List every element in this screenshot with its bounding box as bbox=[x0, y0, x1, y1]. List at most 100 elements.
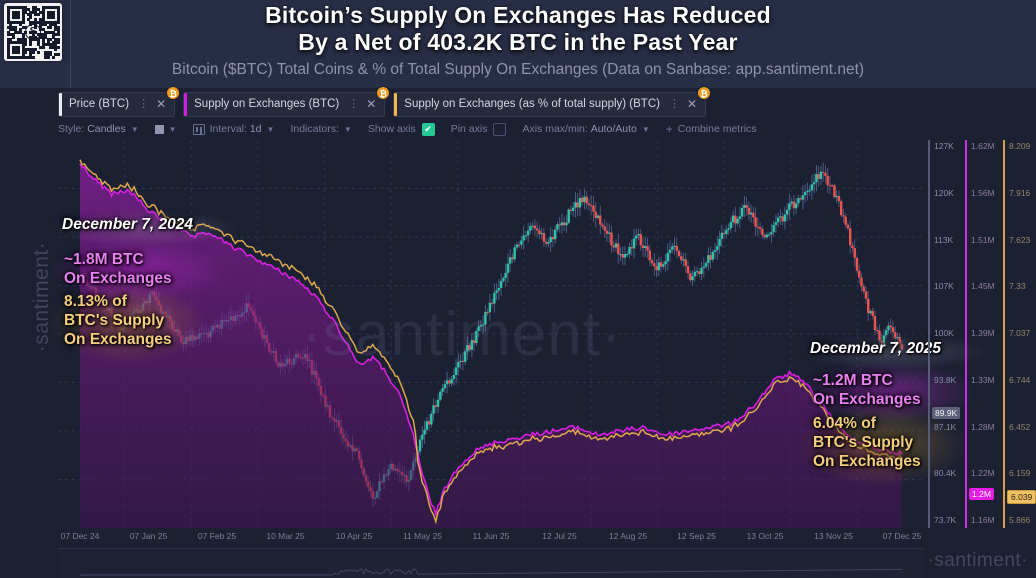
candles-icon bbox=[192, 123, 205, 135]
metric-tab-close-icon[interactable]: ✕ bbox=[366, 97, 377, 111]
x-axis-tick: 07 Dec 25 bbox=[882, 531, 922, 541]
chart-canvas[interactable] bbox=[58, 140, 924, 528]
metric-tab-label: Supply on Exchanges (BTC) bbox=[194, 98, 340, 110]
axis-tick: 1.22M bbox=[971, 468, 995, 479]
axis-tick: 120K bbox=[934, 187, 954, 198]
axis-line bbox=[1003, 140, 1005, 528]
axis-tick: 8.209 bbox=[1009, 141, 1031, 151]
x-axis-tick: 12 Jul 25 bbox=[542, 531, 577, 541]
axis-tick: 1.16M bbox=[971, 515, 995, 525]
volume-line bbox=[79, 568, 903, 577]
page-title-line2: By a Net of 403.2K BTC in the Past Year bbox=[298, 29, 738, 55]
color-swatch-icon bbox=[154, 124, 164, 134]
metric-tab-menu-icon[interactable]: ⋮ bbox=[138, 97, 150, 110]
axis-tick: 1.62M bbox=[971, 141, 995, 151]
axis-tick: 1.28M bbox=[971, 421, 995, 432]
chart-svg bbox=[58, 140, 924, 528]
watermark-left: ·santiment· bbox=[30, 241, 53, 353]
metric-tab-menu-icon[interactable]: ⋮ bbox=[668, 97, 680, 110]
y-axis-price[interactable]: 127K 120K 113K 107K 100K 93.8K 87.1K 80.4K 73.7K… bbox=[928, 140, 962, 528]
page-title: Bitcoin’s Supply On Exchanges Has Reduce… bbox=[80, 2, 956, 56]
axis-tick: 1.39M bbox=[971, 328, 995, 338]
bitcoin-badge-icon: ₿ bbox=[166, 85, 181, 100]
page-subtitle: Bitcoin ($BTC) Total Coins & % of Total … bbox=[171, 61, 865, 78]
show-axis-toggle[interactable]: Show axis ✔ bbox=[367, 122, 435, 136]
metric-tab-supply-pct[interactable]: Supply on Exchanges (as % of total suppl… bbox=[393, 85, 712, 117]
bitcoin-badge-icon: ₿ bbox=[697, 85, 712, 100]
axis-tick: 113K bbox=[934, 234, 954, 245]
axis-maxmin-selector[interactable]: Axis max/min: Auto/Auto ▼ bbox=[522, 123, 649, 135]
volume-panel[interactable] bbox=[58, 548, 924, 578]
style-label: Style: bbox=[58, 123, 85, 135]
interval-selector[interactable]: Interval: 1d ▼ bbox=[192, 123, 275, 135]
interval-value: 1d bbox=[249, 123, 262, 135]
axis-line bbox=[965, 140, 967, 528]
plus-icon: + bbox=[665, 122, 673, 136]
metric-tab-label: Price (BTC) bbox=[69, 98, 130, 110]
style-selector[interactable]: Style: Candles ▼ bbox=[58, 123, 139, 135]
x-axis-tick: 07 Feb 25 bbox=[197, 531, 237, 541]
x-axis[interactable]: 07 Dec 24 07 Jan 25 07 Feb 25 10 Mar 25 10 A… bbox=[58, 529, 924, 545]
x-axis-tick: 13 Oct 25 bbox=[746, 531, 784, 541]
axis-tick: 127K bbox=[934, 141, 954, 151]
page-title-line1: Bitcoin’s Supply On Exchanges Has Reduce… bbox=[265, 2, 771, 28]
x-axis-tick: 07 Dec 24 bbox=[60, 531, 100, 541]
pin-axis-toggle[interactable]: Pin axis bbox=[450, 122, 507, 136]
metric-tab-menu-icon[interactable]: ⋮ bbox=[348, 97, 360, 110]
axis-tick: 107K bbox=[934, 281, 954, 292]
chevron-down-icon: ▼ bbox=[641, 124, 650, 134]
pin-axis-label: Pin axis bbox=[450, 123, 488, 135]
axis-tick: 7.916 bbox=[1009, 187, 1031, 198]
axis-tick: 6.744 bbox=[1009, 374, 1031, 385]
combine-metrics-label: Combine metrics bbox=[677, 123, 757, 135]
header: S Bitcoin’s Supply On Exchanges Has Redu… bbox=[0, 0, 1036, 88]
metric-tab-close-icon[interactable]: ✕ bbox=[156, 97, 167, 111]
y-axis-supply-btc[interactable]: 1.62M 1.56M 1.51M 1.45M 1.39M 1.33M 1.28M 1.22M… bbox=[965, 140, 999, 528]
metric-tab-close-icon[interactable]: ✕ bbox=[686, 97, 698, 111]
axis-tick: 87.1K bbox=[934, 421, 957, 432]
color-selector[interactable]: ▼ bbox=[154, 124, 177, 134]
style-value: Candles bbox=[87, 123, 126, 135]
axis-current-value-badge: 1.2M bbox=[969, 488, 994, 500]
axis-tick: 1.33M bbox=[971, 374, 995, 385]
x-axis-tick: 10 Apr 25 bbox=[335, 531, 373, 541]
indicators-label: Indicators: bbox=[290, 123, 339, 135]
axis-tick: 6.452 bbox=[1009, 421, 1031, 432]
x-axis-tick: 11 Jun 25 bbox=[472, 531, 510, 541]
chart-control-bar: Style: Candles ▼ ▼ Interval: 1d ▼ Indica… bbox=[58, 121, 773, 137]
axis-maxmin-value: Auto/Auto bbox=[590, 123, 637, 135]
y-axis-supply-pct[interactable]: 8.209 7.916 7.623 7.33 7.037 6.744 6.452 6.159 5… bbox=[1003, 140, 1036, 528]
qr-code[interactable]: S bbox=[4, 3, 62, 61]
x-axis-tick: 07 Jan 25 bbox=[129, 531, 168, 541]
axis-tick: 6.159 bbox=[1009, 468, 1031, 479]
tab-color-bar bbox=[59, 92, 62, 116]
indicators-selector[interactable]: Indicators: ▼ bbox=[290, 123, 351, 135]
x-axis-tick: 12 Aug 25 bbox=[608, 531, 648, 541]
volume-svg bbox=[79, 568, 903, 577]
axis-tick: 93.8K bbox=[934, 374, 957, 385]
axis-tick: 1.56M bbox=[971, 187, 995, 198]
metric-tab-supply-btc[interactable]: Supply on Exchanges (BTC) ⋮ ✕ ₿ bbox=[183, 85, 391, 117]
interval-label: Interval: bbox=[209, 123, 247, 135]
axis-tick: 7.037 bbox=[1009, 328, 1031, 338]
chevron-down-icon: ▼ bbox=[266, 124, 275, 134]
axis-current-value-badge: 89.9K bbox=[932, 407, 961, 419]
axis-line bbox=[928, 140, 930, 528]
chevron-down-icon: ▼ bbox=[343, 124, 352, 134]
show-axis-label: Show axis bbox=[367, 123, 416, 135]
pin-axis-checkbox[interactable] bbox=[493, 122, 507, 136]
tab-color-bar bbox=[184, 92, 188, 116]
axis-tick: 100K bbox=[934, 328, 954, 338]
combine-metrics-button[interactable]: + Combine metrics bbox=[666, 122, 757, 136]
axis-tick: 1.45M bbox=[971, 281, 995, 292]
show-axis-checkbox[interactable]: ✔ bbox=[421, 122, 435, 136]
metric-tab-label: Supply on Exchanges (as % of total suppl… bbox=[404, 98, 660, 110]
x-axis-tick: 13 Nov 25 bbox=[814, 531, 853, 541]
axis-tick: 7.33 bbox=[1009, 281, 1026, 292]
chart-plot-area[interactable] bbox=[58, 140, 924, 528]
axis-current-value-badge: 6.039 bbox=[1007, 490, 1036, 504]
axis-tick: 73.7K bbox=[934, 515, 957, 525]
tab-color-bar bbox=[394, 92, 398, 116]
metric-tab-price[interactable]: Price (BTC) ⋮ ✕ ₿ bbox=[58, 85, 181, 117]
